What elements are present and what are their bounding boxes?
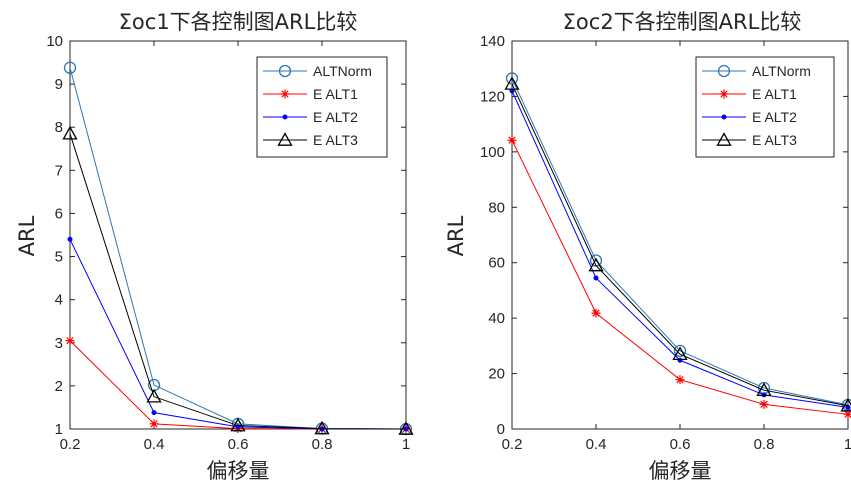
legend-label: E ALT2	[752, 109, 797, 125]
asterisk-marker	[150, 419, 159, 428]
dot-marker	[152, 411, 156, 415]
legend-label: E ALT1	[313, 86, 358, 102]
dot-marker	[722, 115, 726, 119]
x-tick-label: 0.2	[60, 436, 81, 453]
y-tick-label: 7	[55, 162, 63, 179]
chart-title: Σoc1下各控制图ARL比较	[119, 10, 358, 34]
legend-label: E ALT3	[752, 132, 797, 148]
series-e-alt2	[68, 237, 408, 431]
legend-label: E ALT3	[313, 132, 358, 148]
y-tick-label: 10	[46, 33, 63, 50]
legend: ALTNorm E ALT1 E ALT2 E ALT3	[257, 57, 387, 157]
y-tick-label: 0	[497, 421, 505, 438]
legend-label: ALTNorm	[313, 63, 372, 79]
dot-marker	[283, 115, 287, 119]
y-tick-label: 8	[55, 119, 63, 136]
x-tick-label: 0.8	[754, 436, 775, 453]
y-tick-label: 9	[55, 76, 63, 93]
legend-label: E ALT2	[313, 109, 358, 125]
series-e-alt1	[508, 136, 851, 419]
legend-label: ALTNorm	[752, 63, 811, 79]
asterisk-marker	[592, 309, 601, 318]
chart-title: Σoc2下各控制图ARL比较	[563, 10, 802, 34]
x-axis-label: 偏移量	[649, 459, 712, 483]
x-tick-label: 0.6	[228, 436, 249, 453]
asterisk-marker	[281, 90, 290, 99]
y-tick-label: 3	[55, 335, 63, 352]
x-tick-label: 0.8	[312, 436, 333, 453]
chart-panel-2: 0.2 0.4 0.6 0.8 1 0 20 40 60 80 100 120 140 Σoc2下各控制图…	[444, 10, 851, 483]
y-axis-label: ARL	[444, 215, 468, 256]
asterisk-marker	[508, 136, 517, 145]
x-tick-label: 0.6	[670, 436, 691, 453]
chart-panel-1: 0.2 0.4 0.6 0.8 1 1 2 3 4 5 6 7 8 9 10 Σoc1下各控制图ARL比较偏移…	[15, 10, 413, 483]
x-tick-label: 0.4	[144, 436, 165, 453]
asterisk-marker	[720, 90, 729, 99]
y-tick-label: 120	[480, 88, 505, 105]
dot-marker	[594, 276, 598, 280]
asterisk-marker	[66, 336, 75, 345]
y-tick-label: 140	[480, 33, 505, 50]
series-line	[70, 239, 406, 429]
legend-label: E ALT1	[752, 86, 797, 102]
y-tick-label: 4	[55, 292, 63, 309]
y-tick-label: 20	[488, 366, 505, 383]
y-tick-label: 2	[55, 378, 63, 395]
x-tick-label: 0.2	[502, 436, 523, 453]
y-tick-label: 5	[55, 249, 63, 266]
x-axis-label: 偏移量	[207, 459, 270, 483]
legend: ALTNorm E ALT1 E ALT2 E ALT3	[696, 57, 834, 157]
y-tick-label: 1	[55, 421, 63, 438]
series-line	[512, 140, 848, 414]
y-tick-label: 40	[488, 310, 505, 327]
series-line	[70, 134, 406, 429]
dot-marker	[68, 237, 72, 241]
dot-marker	[846, 405, 850, 409]
y-axis-label: ARL	[15, 215, 39, 256]
y-tick-label: 6	[55, 205, 63, 222]
asterisk-marker	[760, 400, 769, 409]
asterisk-marker	[676, 375, 685, 384]
y-tick-label: 80	[488, 199, 505, 216]
series-line	[70, 341, 406, 429]
x-tick-label: 0.4	[586, 436, 607, 453]
y-tick-label: 60	[488, 255, 505, 272]
series-e-alt3	[64, 127, 413, 434]
x-tick-label: 1	[844, 436, 851, 453]
y-tick-label: 100	[480, 144, 505, 161]
x-tick-label: 1	[402, 436, 410, 453]
